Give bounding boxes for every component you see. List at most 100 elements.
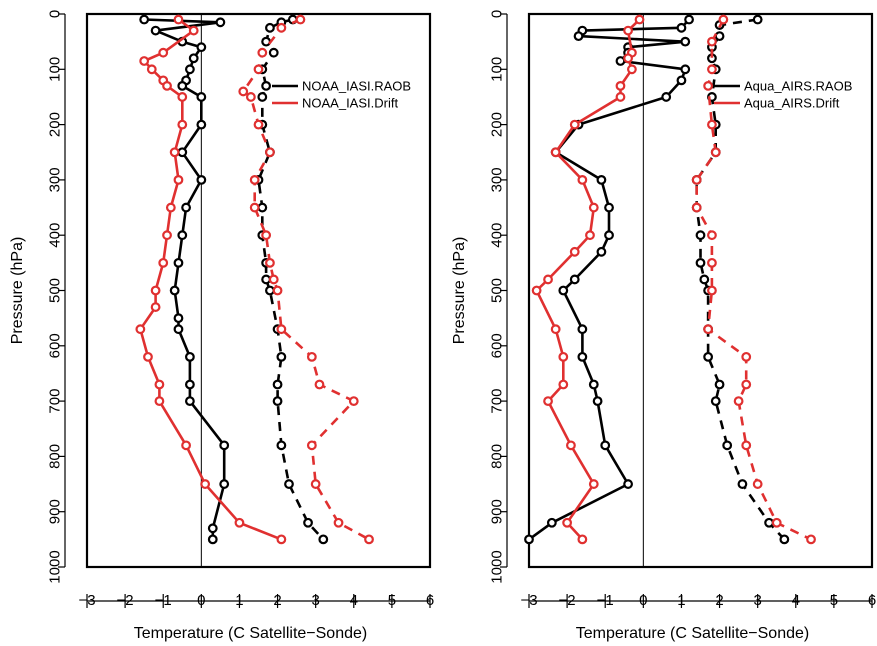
- panel-2-data-point: [737, 479, 748, 489]
- panel-2-legend: Aqua_AIRS.RAOB Aqua_AIRS.Drift: [714, 79, 852, 111]
- panel-1-data-point: [146, 64, 157, 75]
- panel-2-data-point: [741, 379, 752, 390]
- panel-2-y-tick-label: 700: [489, 389, 506, 414]
- panel-2-plot-frame: [527, 12, 874, 569]
- panel-2-data-point: [680, 64, 691, 75]
- panel-2-data-point: [703, 324, 714, 335]
- panel-1-x-tick-label: 0: [197, 592, 205, 609]
- panel-1-data-point: [265, 285, 275, 296]
- panel-1-data-point: [154, 396, 165, 407]
- panel-1-data-point: [306, 351, 317, 362]
- panel-1-data-point: [306, 440, 317, 451]
- panel-1-data-point: [276, 22, 287, 33]
- panel-1-data-point: [162, 80, 172, 91]
- panel-2-y-tick-label: 100: [489, 57, 506, 82]
- panel-1-data-point: [173, 313, 184, 324]
- panel-1-y-tick-label: 800: [47, 444, 64, 469]
- panel-2-data-point: [741, 351, 752, 362]
- panel-1-data-point: [177, 119, 188, 130]
- panel-2-y-tick-label: 900: [489, 499, 506, 524]
- panel-2-data-point: [680, 36, 691, 47]
- panel-2-x-tick-label: 2: [715, 592, 723, 609]
- panel-2-data-point: [707, 64, 717, 75]
- panel-2-data-point: [569, 274, 580, 285]
- panel-1: −3 −2 −1 0 1 2 3 4 5 6 0 100 200 300 400 500 600 700 800 90…: [9, 10, 434, 642]
- panel-2-data-point: [714, 31, 725, 42]
- panel-1-y-tick-label: 100: [47, 57, 64, 82]
- panel-1-data-point: [200, 479, 211, 489]
- panel-2-data-point: [577, 534, 588, 545]
- panel-1-data-point: [261, 36, 272, 47]
- panel-1-y-tick-label: 600: [47, 333, 64, 358]
- panel-1-x-tick-label: 6: [426, 592, 434, 609]
- panel-2-y-tick-label: 200: [489, 112, 506, 137]
- panel-1-y-tick-label: 700: [47, 389, 64, 414]
- panel-1-y-tick-label: 900: [47, 499, 64, 524]
- panel-1-data-point: [215, 17, 226, 28]
- panel-1-data-point: [177, 92, 188, 102]
- panel-1-x-tick-label: −1: [155, 592, 172, 609]
- panel-2-data-point: [707, 119, 717, 130]
- panel-1-data-point: [284, 479, 294, 489]
- panel-1-data-point: [177, 147, 188, 158]
- panel-2-data-point: [714, 379, 725, 390]
- panel-1-y-axis-title: Pressure (hPa): [9, 237, 26, 345]
- panel-1-data-point: [272, 379, 283, 390]
- panel-2-x-tick-label: 1: [677, 592, 685, 609]
- panel-1-data-point: [310, 479, 321, 489]
- panel-2-data-point: [806, 534, 816, 545]
- panel-2-data-point: [592, 396, 603, 407]
- panel-1-data-point: [177, 80, 188, 91]
- panel-1-series-noaa-iasi-drift-mean: [135, 14, 287, 545]
- panel-2-data-point: [779, 534, 790, 545]
- panel-2-data-point: [707, 285, 717, 296]
- panel-1-legend-label: NOAA_IASI.Drift: [302, 96, 398, 111]
- panel-1-data-point: [162, 230, 172, 241]
- panel-2-y-tick-label: 300: [489, 167, 506, 192]
- panel-2-data-point: [562, 517, 573, 528]
- panel-1-data-point: [173, 324, 184, 335]
- panel-2-data-point: [615, 80, 626, 91]
- panel-1-data-point: [333, 517, 344, 528]
- panel-1-y-tick-label: 400: [47, 223, 64, 248]
- panel-2-data-point: [546, 517, 557, 528]
- panel-1-legend-label: NOAA_IASI.RAOB: [302, 79, 411, 94]
- panel-2-y-axis-title: Pressure (hPa): [451, 237, 468, 345]
- panel-2-data-point: [752, 479, 763, 489]
- panel-1-data-point: [219, 440, 230, 451]
- panel-2-y-tick-label: 1000: [489, 550, 506, 583]
- panel-1-x-tick-label: −3: [78, 592, 95, 609]
- panel-1-data-point: [196, 92, 207, 102]
- panel-2-data-point: [588, 202, 599, 213]
- panel-1-data-point: [303, 517, 313, 528]
- panel-2-data-point: [676, 22, 687, 33]
- panel-2-x-tick-label: −2: [559, 592, 576, 609]
- panel-1-data-point: [253, 119, 264, 130]
- panel-2-data-point: [752, 14, 763, 25]
- panel-2-data-point: [558, 351, 569, 362]
- panel-2-data-point: [691, 174, 702, 185]
- panel-2-data-point: [707, 230, 717, 241]
- panel-1-data-point: [261, 80, 272, 91]
- panel-2-legend-label: Aqua_AIRS.Drift: [744, 96, 840, 111]
- panel-2-data-point: [741, 440, 752, 451]
- panel-2-data-point: [710, 147, 721, 158]
- panel-2-data-point: [634, 14, 645, 25]
- panel-1-y-tick-label: 1000: [47, 550, 64, 583]
- panel-1-data-point: [253, 64, 264, 75]
- panel-1-data-point: [257, 47, 268, 58]
- panel-1-data-point: [150, 302, 161, 312]
- panel-1-data-point: [181, 202, 191, 213]
- panel-2-data-point: [596, 174, 607, 185]
- panel-1-x-tick-label: 3: [311, 592, 319, 609]
- panel-2-data-point: [771, 517, 782, 528]
- panel-1-data-point: [196, 42, 207, 53]
- panel-1-x-tick-label: 4: [350, 592, 358, 609]
- panel-2-y-tick-label: 800: [489, 444, 506, 469]
- panel-2-data-point: [623, 25, 633, 36]
- panel-1-data-point: [184, 64, 195, 75]
- panel-1-data-point: [348, 396, 359, 407]
- panel-1-data-point: [139, 56, 150, 66]
- panel-2-data-point: [764, 517, 774, 528]
- panel-1-data-point: [207, 534, 218, 545]
